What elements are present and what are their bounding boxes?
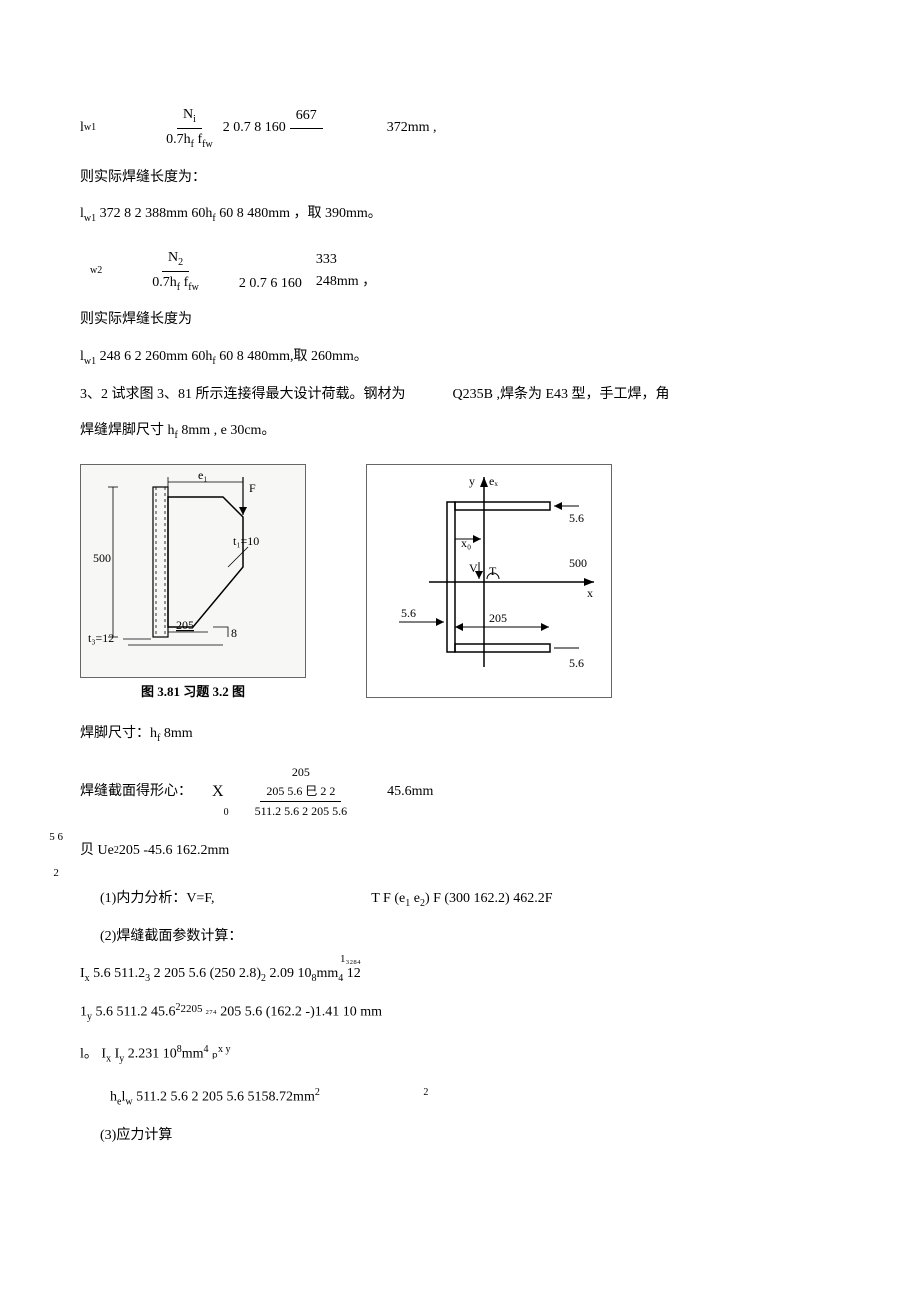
paragraph-2: lw1 372 8 2 388mm 60hf 60 8 480mm ，取 390…: [80, 203, 840, 227]
fig-left-label-500: 500: [93, 551, 111, 565]
fig-left-label-e1: e₁: [198, 468, 208, 482]
paragraph-10: (1)内力分析：V=F, T F (e1 e2) F (300 162.2) 4…: [100, 888, 840, 912]
paragraph-3: 则实际焊缝长度为: [80, 309, 840, 331]
eq1-lhs-sub: w1: [84, 120, 96, 136]
figure-right: y eₓ x 5.6 500 5.6 5.6 x₀: [366, 464, 612, 698]
paragraph-1: 则实际焊缝长度为：: [80, 167, 840, 189]
figures-row: F e₁ 500 t₁=10 t₃=12 205: [80, 464, 840, 703]
paragraph-12: 1₃₂₈₄ Ix 5.6 511.23 2 205 5.6 (250 2.8)2…: [80, 963, 840, 987]
figure-left: F e₁ 500 t₁=10 t₃=12 205: [80, 464, 306, 678]
fig-left-label-F: F: [249, 481, 256, 495]
paragraph-16: (3)应力计算: [100, 1125, 840, 1147]
eq1-mid: 2 0.7 8 160: [223, 117, 286, 139]
eq1-frac2: 667: [290, 105, 323, 151]
equation-lw2: w2 N2 0.7hf ffw 2 0.7 6 160 333 248mm ，: [80, 247, 840, 296]
figure-left-wrapper: F e₁ 500 t₁=10 t₃=12 205: [80, 464, 306, 703]
fig-left-label-8: 8: [231, 626, 237, 640]
paragraph-7: 焊脚尺寸：hf 8mm: [80, 723, 840, 747]
fig-right-T: T: [489, 564, 497, 578]
ue2-line: 贝 Ue2 205 -45.6 162.2mm 5 6 2: [80, 835, 840, 866]
paragraph-15: helw 511.2 5.6 2 205 5.6 5158.72mm2 2: [110, 1085, 840, 1110]
fig-right-label-ez: eₓ: [489, 474, 498, 488]
fig-left-label-205: 205: [176, 618, 194, 632]
paragraph-6: 焊缝焊脚尺寸 hf 8mm , e 30cm。: [80, 420, 840, 444]
fig-right-56-2: 5.6: [401, 606, 416, 620]
eq2-lhs-sub: w2: [90, 263, 102, 279]
eq1-result: 372mm ,: [387, 117, 437, 139]
paragraph-4: lw1 248 6 2 260mm 60hf 60 8 480mm,取 260m…: [80, 346, 840, 370]
fig-left-label-t3: t₃=12: [88, 631, 114, 645]
fig-right-205: 205: [489, 611, 507, 625]
fig-right-label-x: x: [587, 586, 593, 600]
fig-left-label-t1: t₁=10: [233, 534, 259, 548]
paragraph-11: (2)焊缝截面参数计算：: [100, 926, 840, 948]
eq2-frac1: N2 0.7hf ffw: [146, 247, 205, 296]
centroid-label: 焊缝截面得形心：: [80, 781, 192, 803]
centroid-frac: 205 205 5.6 巳 2 2 511.2 5.6 2 205 5.6: [249, 763, 354, 822]
fig-right-56-1: 5.6: [569, 511, 584, 525]
centroid-formula: 焊缝截面得形心： X 0 205 205 5.6 巳 2 2 511.2 5.6…: [80, 763, 840, 822]
fig-right-56-3: 5.6: [569, 656, 584, 670]
eq2-stack: 333 248mm ，: [316, 249, 376, 294]
fig-right-500: 500: [569, 556, 587, 570]
paragraph-5: 3、2 试求图 3、81 所示连接得最大设计荷载。钢材为 Q235B ,焊条为 …: [80, 384, 840, 406]
paragraph-13: 1y 5.6 511.2 45.622205 ₂₇₄ 205 5.6 (162.…: [80, 1000, 840, 1025]
fig-right-label-y: y: [469, 474, 475, 488]
paragraph-14: l。 Ix Iy 2.231 108mm4 ₚx y: [80, 1042, 840, 1067]
fig-left-caption: 图 3.81 习题 3.2 图: [80, 682, 306, 703]
equation-lw1: l w1 Ni 0.7hf ffw 2 0.7 8 160 667 372mm …: [80, 104, 840, 153]
fig-right-x0: x₀: [461, 536, 471, 550]
eq1-frac1: Ni 0.7hf ffw: [160, 104, 219, 153]
